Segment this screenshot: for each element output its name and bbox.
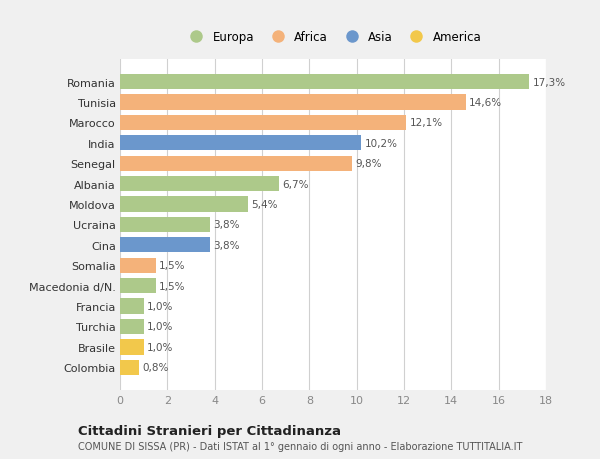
Text: 14,6%: 14,6% — [469, 98, 502, 108]
Bar — [120, 278, 155, 294]
Bar — [120, 136, 361, 151]
Bar — [120, 238, 210, 253]
Bar — [120, 319, 143, 335]
Text: 6,7%: 6,7% — [282, 179, 308, 189]
Text: 9,8%: 9,8% — [355, 159, 382, 169]
Text: 12,1%: 12,1% — [410, 118, 443, 128]
Bar — [120, 217, 210, 233]
Bar — [120, 258, 155, 273]
Text: 1,0%: 1,0% — [147, 342, 173, 352]
Text: 10,2%: 10,2% — [365, 139, 398, 148]
Text: 1,0%: 1,0% — [147, 302, 173, 311]
Bar — [120, 177, 278, 192]
Text: COMUNE DI SISSA (PR) - Dati ISTAT al 1° gennaio di ogni anno - Elaborazione TUTT: COMUNE DI SISSA (PR) - Dati ISTAT al 1° … — [78, 441, 523, 451]
Bar — [120, 340, 143, 355]
Text: 1,0%: 1,0% — [147, 322, 173, 332]
Legend: Europa, Africa, Asia, America: Europa, Africa, Asia, America — [179, 26, 487, 48]
Bar — [120, 95, 466, 110]
Bar — [120, 197, 248, 212]
Text: Cittadini Stranieri per Cittadinanza: Cittadini Stranieri per Cittadinanza — [78, 424, 341, 437]
Text: 0,8%: 0,8% — [142, 363, 169, 373]
Bar — [120, 75, 529, 90]
Text: 1,5%: 1,5% — [159, 261, 185, 271]
Bar — [120, 299, 143, 314]
Text: 3,8%: 3,8% — [214, 220, 240, 230]
Bar — [120, 115, 406, 131]
Text: 1,5%: 1,5% — [159, 281, 185, 291]
Text: 5,4%: 5,4% — [251, 200, 278, 209]
Text: 17,3%: 17,3% — [533, 77, 566, 87]
Bar — [120, 156, 352, 172]
Bar — [120, 360, 139, 375]
Text: 3,8%: 3,8% — [214, 241, 240, 250]
